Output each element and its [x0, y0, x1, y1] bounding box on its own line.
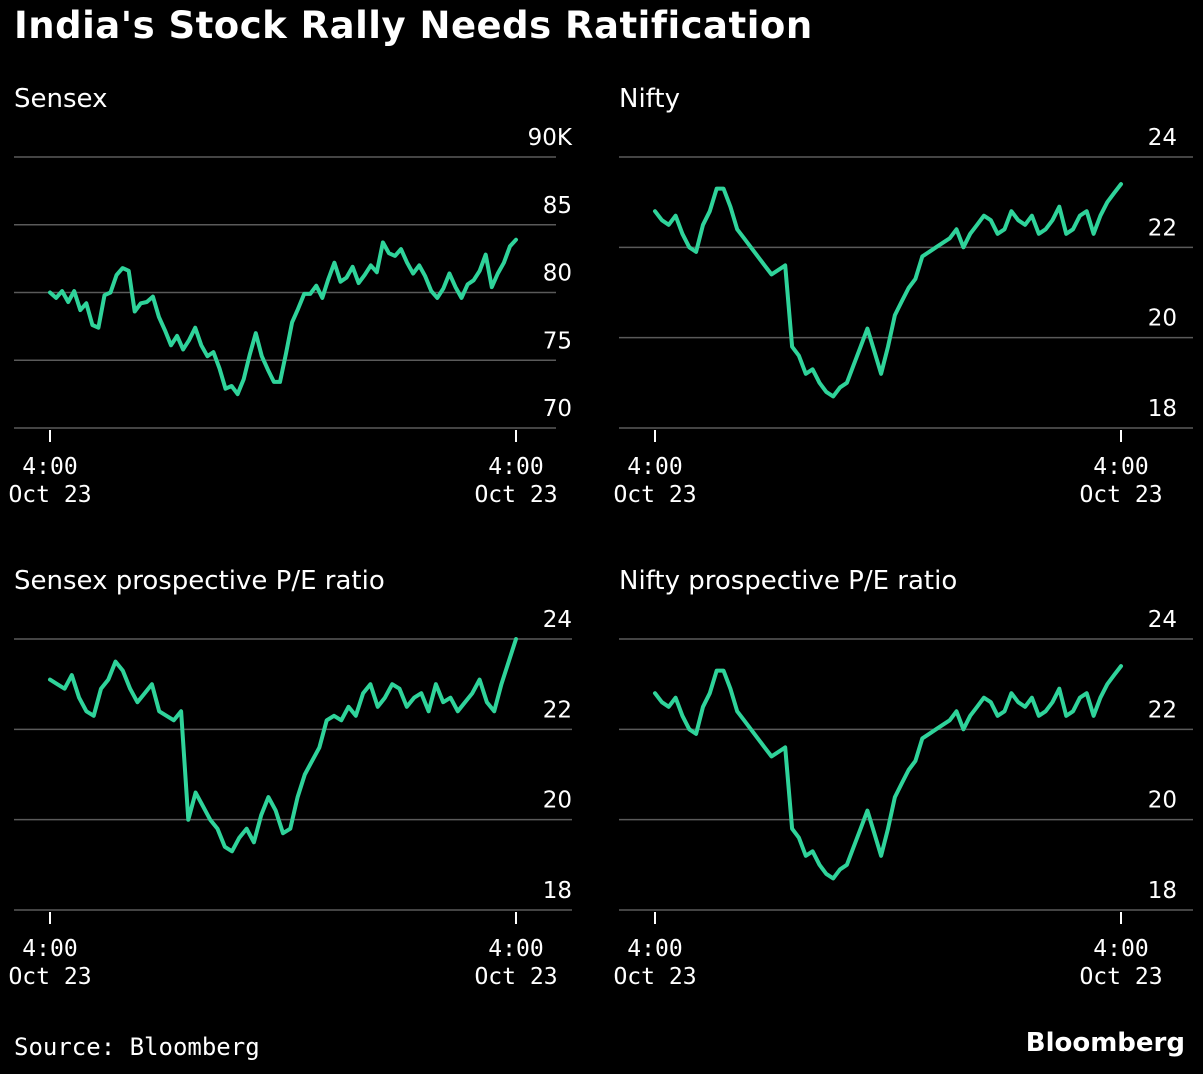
panel-title: Nifty	[619, 84, 680, 114]
y-tick-label: 22	[543, 697, 572, 723]
x-tick-label-date: Oct 23	[613, 482, 696, 508]
panel-sensex: Sensex 70 75 80 85 90K 4:00 Oct 23 4:00 Oct 23	[0, 84, 590, 508]
x-tick-label-time: 4:00	[22, 454, 77, 480]
y-tick-label: 22	[1148, 215, 1177, 241]
x-tick-label-time: 4:00	[488, 936, 543, 962]
x-tick-label-time: 4:00	[488, 454, 543, 480]
y-tick-label: 24	[1148, 607, 1177, 633]
y-tick-label: 75	[543, 328, 572, 354]
series-line	[48, 637, 518, 854]
series-line	[653, 182, 1123, 399]
y-tick-label: 85	[543, 193, 572, 219]
x-tick-label-time: 4:00	[1093, 454, 1148, 480]
y-tick-label: 20	[543, 788, 572, 814]
series-line	[653, 664, 1123, 881]
x-tick-label-date: Oct 23	[1079, 964, 1162, 990]
y-tick-label: 70	[543, 396, 572, 422]
y-tick-label: 18	[543, 878, 572, 904]
y-tick-label: 24	[543, 607, 572, 633]
x-tick-label-time: 4:00	[1093, 936, 1148, 962]
x-tick-label-date: Oct 23	[8, 482, 91, 508]
x-tick-label-date: Oct 23	[474, 964, 557, 990]
source-note: Source: Bloomberg	[14, 1033, 260, 1061]
x-tick-label-time: 4:00	[627, 936, 682, 962]
x-tick-label-date: Oct 23	[474, 482, 557, 508]
y-tick-label: 24	[1148, 125, 1177, 151]
panel-sensex-pe: Sensex prospective P/E ratio 18 20 22 24 4:0…	[0, 566, 590, 990]
panel-title: Nifty prospective P/E ratio	[619, 566, 958, 596]
panel-title: Sensex	[14, 84, 108, 114]
panel-title: Sensex prospective P/E ratio	[14, 566, 385, 596]
x-tick-label-date: Oct 23	[613, 964, 696, 990]
x-tick-label-date: Oct 23	[8, 964, 91, 990]
x-tick-label-time: 4:00	[627, 454, 682, 480]
y-tick-label: 18	[1148, 396, 1177, 422]
brand-logo: Bloomberg	[1025, 1028, 1185, 1058]
y-tick-label: 80	[543, 261, 572, 287]
y-tick-label: 90K	[528, 125, 573, 151]
series-line	[48, 237, 518, 397]
panel-nifty: Nifty 18 20 22 24 4:00 Oct 23 4:00 Oct 23	[605, 84, 1195, 508]
y-tick-label: 18	[1148, 878, 1177, 904]
panel-nifty-pe: Nifty prospective P/E ratio 18 20 22 24 4:00…	[605, 566, 1195, 990]
x-tick-label-date: Oct 23	[1079, 482, 1162, 508]
y-tick-label: 20	[1148, 306, 1177, 332]
x-tick-label-time: 4:00	[22, 936, 77, 962]
chart-title: India's Stock Rally Needs Ratification	[14, 4, 813, 47]
y-tick-label: 20	[1148, 788, 1177, 814]
y-tick-label: 22	[1148, 697, 1177, 723]
